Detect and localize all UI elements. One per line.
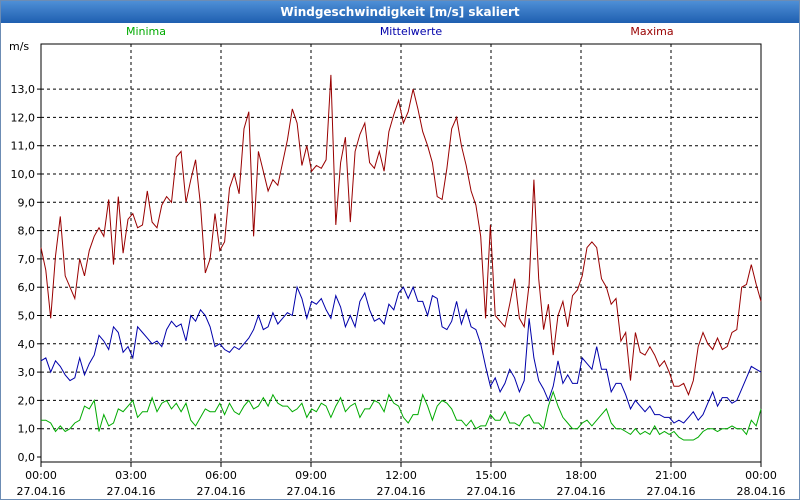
y-tick-label: 1,0 <box>18 423 36 436</box>
x-tick-time-label: 00:00 <box>25 469 57 482</box>
x-axis-ticks: 00:00 27.04.16 03:00 27.04.16 06:00 27.04.16 0… <box>17 462 786 498</box>
x-tick-time-label: 15:00 <box>475 469 507 482</box>
x-tick-date-label: 27.04.16 <box>287 485 336 498</box>
y-axis-ticks: 0,0 1,0 2,0 3,0 4,0 5,0 6,0 7,0 8,0 9,0 10,0 11,0 12… <box>11 83 41 464</box>
x-tick-date-label: 27.04.16 <box>647 485 696 498</box>
y-tick-label: 10,0 <box>11 168 36 181</box>
x-tick-time-label: 09:00 <box>295 469 327 482</box>
y-axis-unit-label: m/s <box>9 40 29 53</box>
y-tick-label: 9,0 <box>18 196 36 209</box>
y-tick-label: 13,0 <box>11 83 36 96</box>
legend-minima: Minima <box>126 25 166 38</box>
x-tick-date-label: 27.04.16 <box>17 485 66 498</box>
x-tick-time-label: 21:00 <box>655 469 687 482</box>
y-tick-label: 11,0 <box>11 140 36 153</box>
y-tick-label: 2,0 <box>18 394 36 407</box>
y-tick-label: 7,0 <box>18 253 36 266</box>
y-tick-label: 0,0 <box>18 451 36 464</box>
x-tick-date-label: 28.04.16 <box>737 485 786 498</box>
legend-mittelwerte: Mittelwerte <box>380 25 443 38</box>
x-tick-date-label: 27.04.16 <box>197 485 246 498</box>
legend-maxima: Maxima <box>630 25 673 38</box>
grid-lines <box>41 44 761 462</box>
y-tick-label: 4,0 <box>18 338 36 351</box>
x-tick-date-label: 27.04.16 <box>467 485 516 498</box>
x-tick-time-label: 00:00 <box>745 469 777 482</box>
series-line-mittelwerte <box>40 285 762 424</box>
y-tick-label: 12,0 <box>11 111 36 124</box>
series-line-maxima <box>40 74 762 397</box>
y-tick-label: 5,0 <box>18 310 36 323</box>
x-tick-time-label: 03:00 <box>115 469 147 482</box>
series-line-minima <box>41 390 762 441</box>
window-title: Windgeschwindigkeit [m/s] skaliert <box>1 1 799 23</box>
x-tick-date-label: 27.04.16 <box>557 485 606 498</box>
x-tick-time-label: 18:00 <box>565 469 597 482</box>
x-tick-time-label: 06:00 <box>205 469 237 482</box>
y-tick-label: 6,0 <box>18 281 36 294</box>
x-tick-date-label: 27.04.16 <box>377 485 426 498</box>
y-tick-label: 3,0 <box>18 366 36 379</box>
x-tick-time-label: 12:00 <box>385 469 417 482</box>
y-tick-label: 8,0 <box>18 225 36 238</box>
x-tick-date-label: 27.04.16 <box>107 485 156 498</box>
series-lines <box>40 74 762 441</box>
